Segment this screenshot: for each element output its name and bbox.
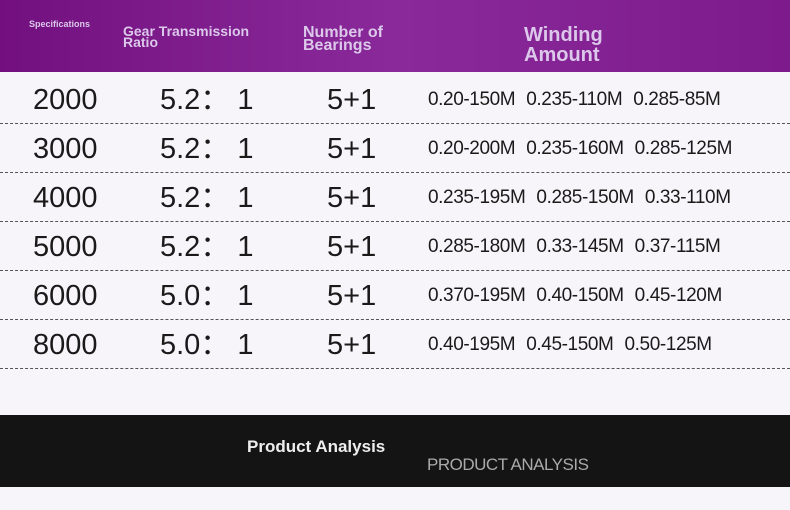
cell: 5+1 <box>327 280 377 312</box>
cell: 2000 <box>33 84 98 116</box>
cell: 5.0： 1 <box>160 329 254 361</box>
cell: 5+1 <box>327 231 377 263</box>
table-row: 2000 5.2： 1 5+1 0.20-150M 0.235-110M 0.285-85… <box>0 74 790 124</box>
cell: 0.370-195M 0.40-150M 0.45-120M <box>428 270 733 322</box>
table-row: 4000 5.2： 1 5+1 0.235-195M 0.285-150M 0.33-11… <box>0 172 790 222</box>
winding-value: 0.50-125M <box>624 334 713 355</box>
winding-value: 0.235-195M <box>428 187 526 208</box>
cell: 0.40-195M 0.45-150M 0.50-125M <box>428 319 723 371</box>
table-row: 8000 5.0： 1 5+1 0.40-195M 0.45-150M 0.50-125M <box>0 319 790 369</box>
cell: 5.2： 1 <box>160 231 254 263</box>
column-header: Winding Amount <box>524 24 603 66</box>
cell: 5+1 <box>327 133 377 165</box>
winding-value: 0.45-150M <box>526 334 614 355</box>
winding-value: 0.235-110M <box>526 89 623 110</box>
table-row: 6000 5.0： 1 5+1 0.370-195M 0.40-150M 0.45-120… <box>0 270 790 320</box>
winding-value: 0.235-160M <box>526 138 624 159</box>
cell: 5.2： 1 <box>160 84 254 116</box>
cell: 5+1 <box>327 329 377 361</box>
column-header: Number of Bearings <box>303 24 383 54</box>
winding-value: 0.33-110M <box>644 187 731 208</box>
cell: 5+1 <box>327 182 377 214</box>
footer-title: Product Analysis <box>247 437 386 456</box>
winding-value: 0.285-85M <box>633 89 721 110</box>
cell: 5.2： 1 <box>160 182 254 214</box>
table-row: 5000 5.2： 1 5+1 0.285-180M 0.33-145M 0.37-115… <box>0 221 790 271</box>
cell: 0.285-180M 0.33-145M 0.37-115M <box>428 221 731 273</box>
winding-value: 0.285-125M <box>634 138 733 159</box>
winding-value: 0.20-200M <box>428 138 516 159</box>
cell: 0.20-150M 0.235-110M 0.285-85M <box>428 74 732 126</box>
column-header: Specifications <box>29 19 91 29</box>
footer-subtitle: PRODUCT ANALYSIS <box>427 455 589 474</box>
column-header: Gear Transmission Ratio <box>123 23 250 50</box>
cell: 5.2： 1 <box>160 133 254 165</box>
winding-value: 0.45-120M <box>634 285 723 306</box>
winding-value: 0.37-115M <box>634 236 721 257</box>
cell: 8000 <box>33 329 98 361</box>
winding-value: 0.40-195M <box>428 334 516 355</box>
header-band: Specifications Gear Transmission Ratio N… <box>0 0 790 72</box>
winding-value: 0.33-145M <box>536 236 624 257</box>
winding-value: 0.285-180M <box>428 236 526 257</box>
winding-value: 0.370-195M <box>428 285 526 306</box>
cell: 5000 <box>33 231 98 263</box>
cell: 5+1 <box>327 84 377 116</box>
winding-value: 0.285-150M <box>536 187 634 208</box>
cell: 6000 <box>33 280 98 312</box>
footer-band: Product Analysis PRODUCT ANALYSIS <box>0 415 790 487</box>
winding-value: 0.20-150M <box>428 89 516 110</box>
cell: 4000 <box>33 182 98 214</box>
cell: 5.0： 1 <box>160 280 254 312</box>
cell: 3000 <box>33 133 98 165</box>
table-row: 3000 5.2： 1 5+1 0.20-200M 0.235-160M 0.285-12… <box>0 123 790 173</box>
winding-value: 0.40-150M <box>536 285 624 306</box>
cell: 0.235-195M 0.285-150M 0.33-110M <box>428 172 742 224</box>
cell: 0.20-200M 0.235-160M 0.285-125M <box>428 123 743 175</box>
